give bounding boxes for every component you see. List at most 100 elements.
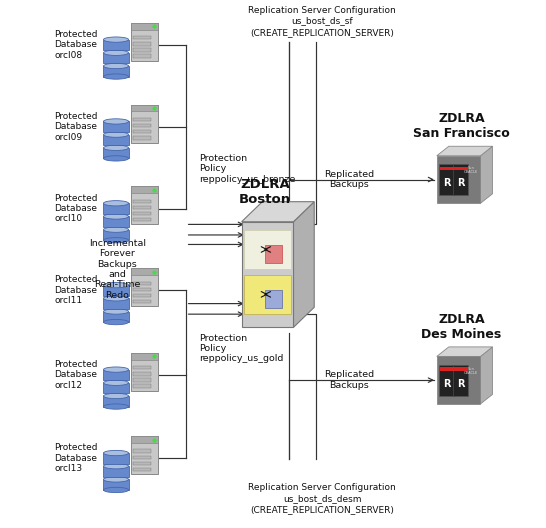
Text: R: R [443,379,450,389]
Bar [453,365,468,395]
Bar [131,105,158,111]
Ellipse shape [103,367,129,372]
Ellipse shape [103,296,129,301]
Bar [439,365,454,395]
Text: Protection
Policy
reppolicy_us_bronze: Protection Policy reppolicy_us_bronze [199,154,296,184]
Ellipse shape [103,380,129,385]
Bar [244,230,292,269]
Bar [131,23,158,61]
Bar [104,216,129,227]
Bar [133,136,151,139]
Bar [104,370,129,380]
Ellipse shape [103,119,129,124]
Bar [131,353,158,391]
Bar [131,23,158,30]
Bar [133,449,151,453]
Bar [133,281,151,285]
Text: Replicated
Backups: Replicated Backups [324,371,375,390]
Bar [440,367,454,371]
Bar [131,268,158,306]
Bar [454,367,468,371]
Bar [437,156,480,203]
Text: Replicated
Backups: Replicated Backups [324,170,375,189]
Ellipse shape [103,37,129,42]
Bar [133,130,151,134]
Bar [454,166,468,170]
Text: Protection
Policy
reppolicy_us_gold: Protection Policy reppolicy_us_gold [199,334,284,363]
Bar [104,453,129,464]
Bar [439,164,454,195]
Bar [131,436,158,443]
Bar [104,66,129,77]
Ellipse shape [103,309,129,314]
Ellipse shape [103,282,129,288]
Bar [133,288,151,291]
Bar [265,245,282,263]
Polygon shape [480,146,492,203]
Ellipse shape [103,214,129,219]
Bar [133,212,151,215]
Bar [437,356,480,404]
Text: Sun
ORACLE: Sun ORACLE [464,366,478,375]
Bar [104,230,129,240]
Polygon shape [294,202,314,327]
Text: Protected
Database
orcl13: Protected Database orcl13 [55,444,98,473]
Text: Sun: Sun [269,242,286,254]
Bar [133,48,151,52]
Ellipse shape [103,487,129,493]
Ellipse shape [103,450,129,456]
Bar [133,384,151,388]
Text: Replication Server Configuration
us_bost_ds_desm
(CREATE_REPLICATION_SERVER): Replication Server Configuration us_bost… [248,483,396,515]
Bar [133,200,151,203]
Bar [265,290,282,308]
Bar [104,479,129,490]
Ellipse shape [103,404,129,409]
Bar [133,218,151,221]
Ellipse shape [103,132,129,137]
Text: Replication Server Configuration
us_bost_ds_sf
(CREATE_REPLICATION_SERVER): Replication Server Configuration us_bost… [248,5,396,37]
Text: ZDLRA
Boston: ZDLRA Boston [239,178,291,206]
Bar [133,461,151,465]
Ellipse shape [103,393,129,399]
Bar [453,164,468,195]
Bar [131,353,158,360]
Ellipse shape [103,156,129,161]
Bar [133,468,151,471]
Bar [133,206,151,209]
Text: R: R [457,178,465,188]
Bar [104,148,129,158]
Bar [104,396,129,407]
Bar [104,135,129,145]
Polygon shape [480,347,492,404]
Text: ZDLRA
Des Moines: ZDLRA Des Moines [422,313,501,341]
Bar [133,456,151,459]
Bar [133,118,151,121]
Polygon shape [241,202,314,222]
Bar [131,436,158,474]
Bar [104,312,129,322]
Bar [131,105,158,143]
Ellipse shape [103,201,129,206]
Bar [440,166,454,170]
Bar [104,121,129,132]
Bar [241,222,294,327]
Bar [133,378,151,382]
Ellipse shape [103,50,129,55]
Bar [131,186,158,224]
Bar [104,40,129,50]
Polygon shape [437,146,492,156]
Bar [133,42,151,45]
Bar [133,124,151,127]
Text: Protected
Database
orcl08: Protected Database orcl08 [55,30,98,60]
Text: Protected
Database
orcl10: Protected Database orcl10 [55,194,98,223]
Bar [104,298,129,309]
Bar [104,53,129,63]
Text: ZDLRA
San Francisco: ZDLRA San Francisco [413,112,510,140]
Bar [133,294,151,297]
Bar [104,203,129,214]
Bar [133,36,151,40]
Ellipse shape [103,74,129,79]
Bar [104,383,129,393]
Text: R: R [457,379,465,389]
Ellipse shape [103,227,129,232]
